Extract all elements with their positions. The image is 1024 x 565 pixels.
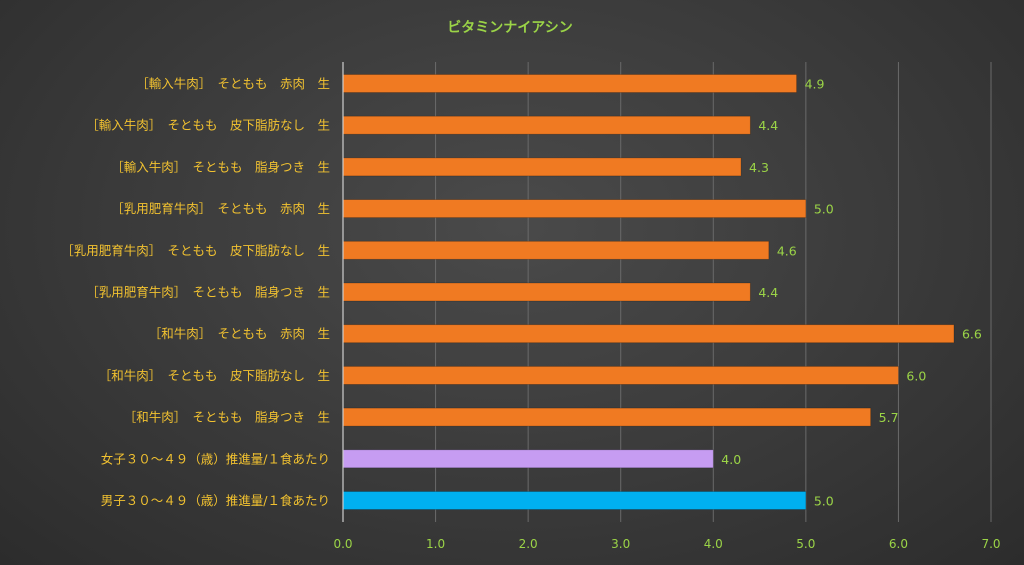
bar <box>342 74 798 93</box>
x-tick-label: 0.0 <box>333 537 352 551</box>
category-label: ［和牛肉］ そともも 皮下脂肪なし 生 <box>99 368 330 383</box>
data-label: 5.0 <box>814 202 834 217</box>
category-label: ［乳用肥育牛肉］ そともも 脂身つき 生 <box>86 285 330 300</box>
data-label: 4.0 <box>721 452 741 467</box>
category-label: ［輸入牛肉］ そともも 皮下脂肪なし 生 <box>86 118 330 133</box>
bar <box>342 449 714 469</box>
data-label: 4.3 <box>749 160 769 175</box>
data-label: 5.0 <box>814 494 834 509</box>
bars <box>342 74 955 510</box>
category-label: ［乳用肥育牛肉］ そともも 赤肉 生 <box>111 201 330 216</box>
category-label: ［和牛肉］ そともも 脂身つき 生 <box>124 410 330 425</box>
bar <box>342 407 872 427</box>
category-label: ［乳用肥育牛肉］ そともも 皮下脂肪なし 生 <box>61 243 330 258</box>
bar <box>342 240 770 260</box>
data-labels: 4.9 4.4 4.3 5.0 4.6 4.4 6.6 6.0 5.7 4.0 5.0 <box>721 77 982 509</box>
x-axis-ticks: 0.0 1.0 2.0 3.0 4.0 5.0 6.0 7.0 <box>333 537 1000 551</box>
x-tick-label: 4.0 <box>704 537 723 551</box>
chart-title: ビタミンナイアシン <box>447 20 572 36</box>
category-label: 男子３０～４９（歳）推進量/１食あたり <box>101 493 330 508</box>
x-tick-label: 2.0 <box>519 537 538 551</box>
bar <box>342 115 751 135</box>
data-label: 4.9 <box>805 77 825 92</box>
data-label: 6.0 <box>906 368 926 383</box>
x-tick-label: 5.0 <box>796 537 815 551</box>
data-label: 4.4 <box>758 285 778 300</box>
data-label: 5.7 <box>879 410 899 425</box>
category-label: ［輸入牛肉］ そともも 脂身つき 生 <box>111 159 330 174</box>
data-label: 4.4 <box>758 118 778 133</box>
bar <box>342 157 742 177</box>
bar <box>342 199 807 219</box>
data-label: 6.6 <box>962 327 982 342</box>
x-tick-label: 1.0 <box>426 537 445 551</box>
bar <box>342 491 807 510</box>
data-label: 4.6 <box>777 243 797 258</box>
category-label: ［和牛肉］ そともも 赤肉 生 <box>149 326 330 341</box>
x-tick-label: 6.0 <box>889 537 908 551</box>
x-tick-label: 3.0 <box>611 537 630 551</box>
x-tick-label: 7.0 <box>981 537 1000 551</box>
bar <box>342 324 955 344</box>
bar <box>342 282 751 302</box>
category-label: ［輸入牛肉］ そともも 赤肉 生 <box>136 76 330 91</box>
bar <box>342 365 899 385</box>
category-labels: ［輸入牛肉］ そともも 赤肉 生 ［輸入牛肉］ そともも 皮下脂肪なし 生 ［輸入牛… <box>61 76 330 508</box>
category-label: 女子３０～４９（歳）推進量/１食あたり <box>101 451 330 466</box>
